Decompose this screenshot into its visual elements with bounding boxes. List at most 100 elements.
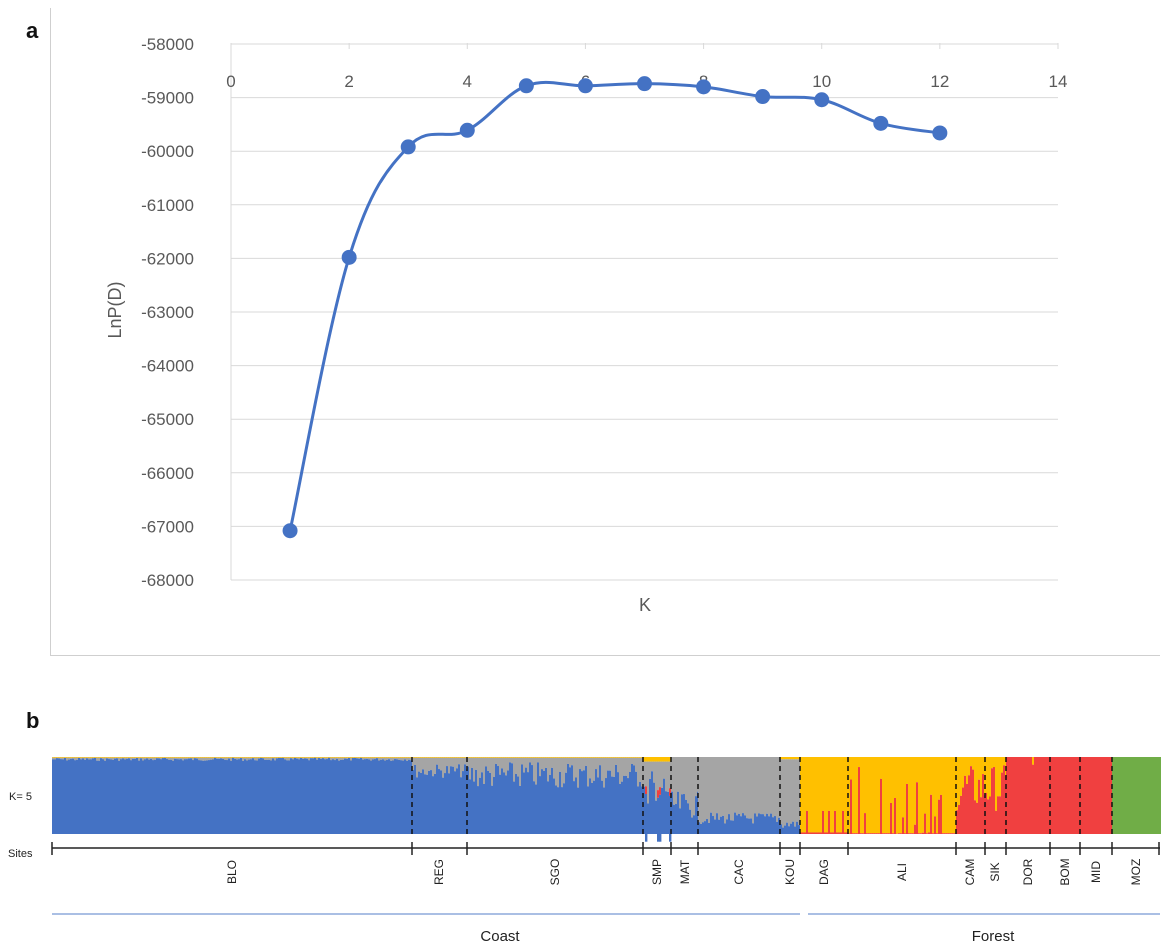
admixture-segment [489, 757, 492, 773]
admixture-segment [308, 757, 311, 758]
admixture-segment [675, 757, 678, 805]
admixture-segment [583, 757, 586, 758]
region-label-coast: Coast [480, 928, 520, 945]
admixture-segment [80, 757, 83, 760]
admixture-segment [746, 757, 749, 819]
admixture-segment [438, 757, 441, 770]
admixture-segment [882, 757, 885, 834]
admixture-segment [790, 757, 793, 760]
admixture-segment [840, 757, 843, 833]
admixture-segment [505, 775, 508, 834]
admixture-segment [156, 758, 159, 834]
admixture-segment [326, 759, 329, 834]
admixture-segment [398, 757, 401, 758]
admixture-segment [318, 758, 321, 834]
admixture-segment [418, 771, 421, 834]
data-point-k6 [577, 78, 593, 94]
admixture-segment [138, 760, 141, 834]
admixture-segment [248, 757, 251, 760]
admixture-segment [76, 757, 79, 758]
admixture-segment [529, 757, 532, 758]
admixture-segment [1074, 757, 1077, 834]
admixture-segment [930, 757, 933, 795]
admixture-segment [426, 757, 429, 758]
admixture-segment [76, 759, 79, 834]
admixture-segment [218, 757, 221, 758]
admixture-segment [597, 777, 600, 834]
admixture-segment [380, 757, 383, 760]
admixture-segment [152, 760, 155, 834]
data-point-k11 [873, 115, 889, 131]
admixture-segment [1032, 757, 1035, 765]
admixture-segment [254, 757, 257, 761]
admixture-segment [88, 759, 91, 834]
admixture-segment [260, 757, 263, 758]
admixture-segment [226, 760, 229, 834]
admixture-segment [206, 757, 209, 758]
admixture-segment [392, 757, 395, 761]
admixture-segment [790, 823, 793, 834]
admixture-segment [505, 757, 508, 776]
admixture-segment [878, 757, 881, 834]
admixture-segment [254, 760, 257, 834]
admixture-segment [192, 757, 195, 761]
admixture-segment [380, 757, 383, 758]
admixture-segment [180, 757, 183, 760]
admixture-segment [467, 766, 470, 834]
x-tick-label: 12 [930, 72, 949, 91]
admixture-segment [565, 772, 568, 834]
admixture-segment [475, 757, 478, 770]
admixture-segment [284, 757, 287, 758]
admixture-segment [422, 757, 425, 770]
admixture-segment [256, 760, 259, 834]
admixture-segment [138, 757, 141, 758]
admixture-segment [90, 757, 93, 758]
admixture-segment [776, 821, 779, 834]
admixture-segment [1122, 757, 1125, 834]
admixture-segment [368, 757, 371, 758]
admixture-segment [641, 757, 644, 787]
admixture-segment [292, 757, 295, 758]
admixture-segment [358, 757, 361, 758]
admixture-segment [557, 787, 560, 834]
admixture-segment [128, 757, 131, 758]
admixture-segment [450, 757, 453, 767]
admixture-segment [571, 757, 574, 766]
admixture-segment [922, 832, 925, 834]
admixture-segment [234, 757, 237, 759]
admixture-segment [898, 757, 901, 834]
y-tick-label: -58000 [141, 35, 194, 54]
site-label-ali: ALI [895, 863, 909, 881]
admixture-segment [930, 794, 933, 834]
admixture-segment [561, 787, 564, 834]
admixture-segment [450, 757, 453, 758]
admixture-segment [537, 762, 540, 834]
admixture-segment [521, 757, 524, 758]
admixture-segment [108, 757, 111, 758]
admixture-segment [172, 760, 175, 834]
admixture-segment [834, 810, 837, 834]
admixture-segment [1020, 757, 1023, 834]
admixture-segment [94, 757, 97, 834]
admixture-segment [406, 760, 409, 834]
admixture-segment [358, 758, 361, 834]
site-label-sik: SIK [988, 862, 1002, 881]
admixture-segment [366, 757, 369, 759]
admixture-segment [412, 770, 415, 834]
admixture-segment [132, 758, 135, 834]
admixture-segment [426, 757, 429, 775]
admixture-segment [266, 759, 269, 834]
admixture-segment [657, 790, 660, 798]
admixture-segment [962, 787, 965, 834]
admixture-segment [697, 757, 699, 792]
admixture-segment [300, 757, 303, 758]
admixture-segment [708, 822, 711, 834]
admixture-segment [238, 757, 241, 758]
admixture-segment [1022, 757, 1025, 834]
admixture-segment [182, 757, 185, 758]
admixture-segment [308, 760, 311, 834]
admixture-segment [964, 775, 967, 834]
admixture-segment [1156, 757, 1159, 834]
admixture-segment [774, 816, 777, 834]
admixture-segment [972, 757, 975, 770]
